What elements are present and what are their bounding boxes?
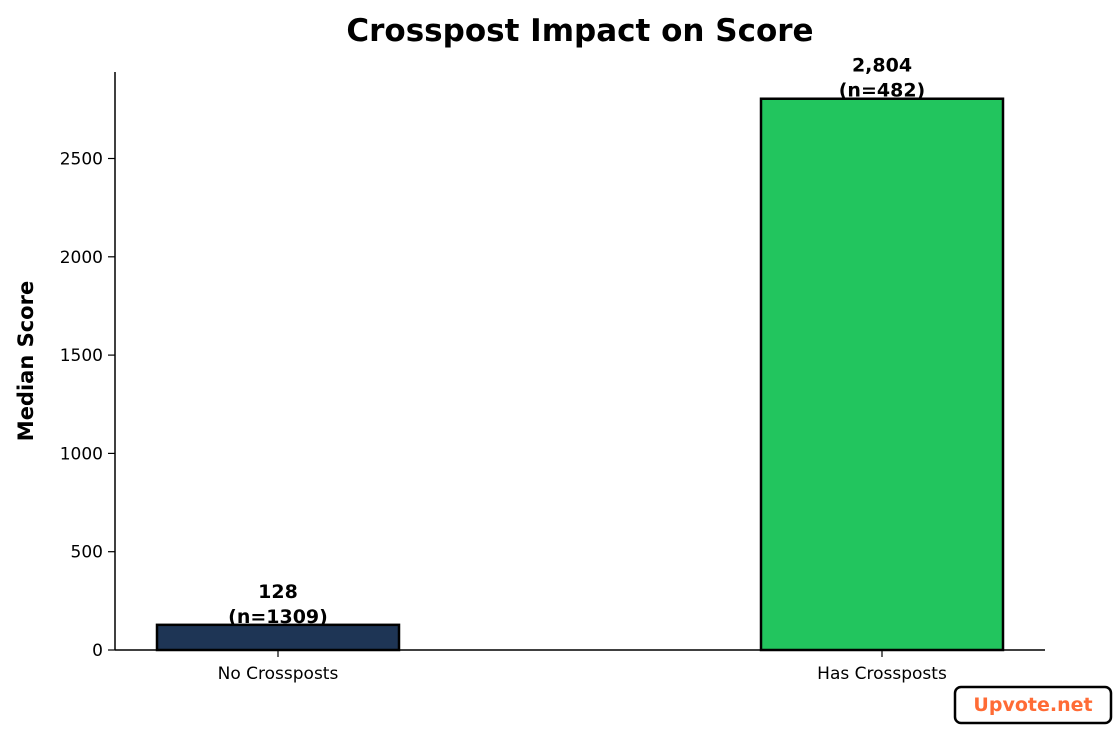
bar-count-label: (n=1309)	[228, 606, 328, 628]
bar-count-label: (n=482)	[839, 80, 925, 102]
bar-no-crossposts	[155, 623, 401, 652]
chart-title: Crosspost Impact on Score	[346, 13, 813, 49]
y-tick-label: 2500	[60, 150, 103, 170]
bar-has-crossposts	[759, 97, 1005, 652]
plot-area: 0 500 1000 1500 2000 2500 128 (n=1309) No Crossp…	[60, 55, 1005, 684]
x-tick-label: No Crossposts	[218, 664, 339, 684]
y-tick-label: 1500	[60, 346, 103, 366]
y-tick-label: 500	[71, 543, 103, 563]
x-tick-label: Has Crossposts	[817, 664, 947, 684]
bar-value-label: 2,804	[852, 55, 912, 77]
watermark-badge: Upvote.net	[953, 685, 1113, 725]
y-axis-label: Median Score	[14, 281, 38, 441]
bar-value-label: 128	[258, 581, 298, 603]
y-tick-label: 2000	[60, 248, 103, 268]
watermark-text: Upvote.net	[973, 694, 1092, 716]
y-tick-label: 1000	[60, 444, 103, 464]
y-tick-label: 0	[92, 641, 103, 661]
